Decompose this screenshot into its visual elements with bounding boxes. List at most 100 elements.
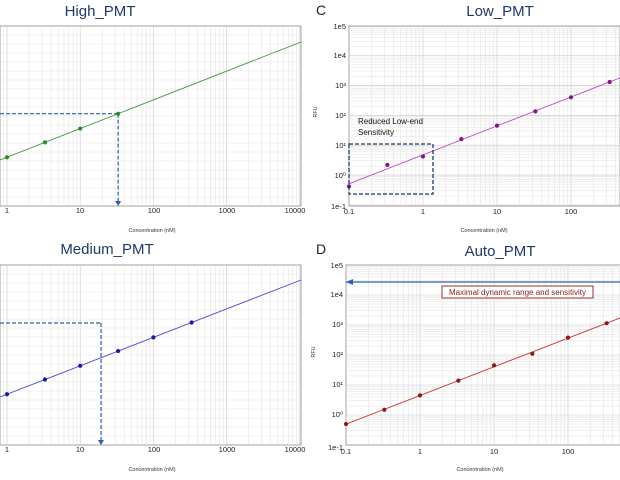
panel-auto-annotation-box [441, 285, 594, 299]
x-tick-label: 10000 [285, 206, 306, 215]
panel-auto-y-ticks: 1e-1 10⁰ 10¹ 10² 10³ 1e4 1e5 [328, 261, 344, 452]
data-point [533, 109, 538, 114]
panel-auto-x-ticks: 0.1 1 10 100 [341, 447, 574, 456]
y-tick-label: 1e5 [333, 22, 346, 31]
y-tick-label: 1e4 [330, 290, 343, 299]
panel-auto-annotation: Maximal dynamic range and sensitivity [449, 288, 586, 297]
data-point [456, 378, 461, 383]
guide-arrow-icon [115, 201, 122, 206]
y-tick-label: 10³ [332, 320, 343, 329]
panel-low-annotation-line2: Sensitivity [358, 128, 394, 137]
panel-low-fit-line [348, 77, 620, 185]
data-point [343, 421, 349, 427]
panel-low-letter: C [316, 2, 326, 18]
panel-low: C Low_PMT Reduced Low-end Sensitivity 1e… [313, 2, 620, 234]
data-point [116, 348, 121, 354]
panel-high-fit-line [0, 41, 302, 161]
guide-arrow-icon [98, 440, 104, 445]
panel-low-points [346, 79, 612, 189]
panel-auto: D Auto_PMT Maximal dynamic range and sen… [311, 241, 620, 473]
panel-low-highlight-box [348, 143, 434, 195]
panel-medium-x-ticks: 1 10 100 1000 10000 [5, 445, 306, 454]
x-tick-label: 1 [418, 447, 422, 456]
panel-low-y-axis-label: RFU [313, 106, 319, 117]
x-tick-label: 10 [490, 447, 498, 456]
panel-low-grid [349, 26, 620, 206]
panel-low-annotation-line1: Reduced Low-end [358, 117, 423, 126]
data-point [4, 392, 10, 397]
data-point [494, 123, 500, 128]
data-point [42, 377, 48, 382]
x-tick-label: 1000 [219, 206, 236, 215]
data-point [382, 407, 387, 412]
panel-medium-grid [0, 265, 301, 445]
y-tick-label: 10¹ [332, 380, 343, 389]
panel-auto-title: Auto_PMT [465, 243, 536, 260]
panel-low-y-ticks: 1e-1 10⁰ 10¹ 10² 10³ 1e4 1e5 [331, 22, 347, 211]
panel-low-plot-area [348, 25, 620, 207]
panel-medium-points [4, 320, 194, 397]
data-point [530, 351, 535, 356]
panel-auto-y-axis-label: RFU [311, 346, 317, 357]
panel-low-title: Low_PMT [466, 3, 534, 20]
data-point [604, 321, 609, 326]
y-tick-label: 1e-1 [331, 202, 346, 211]
panel-low-x-ticks: 0.1 1 10 100 [344, 207, 577, 216]
data-point [568, 95, 574, 100]
panel-auto-range-arrow-icon [346, 279, 353, 285]
panel-low-x-axis-label: Concentration (nM) [460, 228, 507, 234]
x-tick-label: 100 [562, 447, 575, 456]
panel-medium-title: Medium_PMT [60, 241, 153, 258]
data-point [78, 126, 83, 131]
x-tick-label: 10 [76, 445, 84, 454]
x-tick-label: 1 [5, 445, 9, 454]
data-point [417, 393, 423, 398]
data-point [459, 136, 464, 142]
y-tick-label: 10³ [335, 81, 346, 90]
data-point [607, 79, 612, 85]
x-tick-label: 1000 [219, 445, 236, 454]
x-tick-label: 1 [5, 206, 9, 215]
x-tick-label: 1 [421, 207, 425, 216]
panel-auto-points [343, 321, 609, 427]
panel-high-title: High_PMT [65, 3, 136, 20]
panel-high-x-ticks: 1 10 100 1000 10000 [5, 206, 306, 215]
panel-medium-x-axis-label: Concentration (nM) [128, 467, 175, 473]
panel-high-grid [0, 26, 301, 206]
y-tick-label: 10⁰ [335, 171, 346, 180]
data-point [42, 140, 48, 145]
panel-high-points [4, 111, 121, 160]
x-tick-label: 100 [148, 445, 161, 454]
panel-auto-fit-line [345, 317, 620, 425]
y-tick-label: 10⁰ [332, 410, 343, 419]
data-point [4, 155, 10, 160]
x-tick-label: 0.1 [341, 447, 351, 456]
panel-high-x-axis-label: Concentration (nM) [128, 228, 175, 234]
panel-medium-guide-lines [0, 322, 104, 445]
panel-high: High_PMT 1 10 100 1000 10000 Concentrati… [0, 3, 305, 234]
y-tick-label: 10² [332, 350, 343, 359]
data-point [565, 335, 571, 340]
data-point [151, 335, 156, 340]
x-tick-label: 100 [148, 206, 161, 215]
x-tick-label: 10 [76, 206, 84, 215]
y-tick-label: 1e5 [330, 261, 343, 270]
y-tick-label: 1e4 [333, 51, 346, 60]
panel-medium-fit-line [0, 279, 302, 398]
data-point [491, 363, 497, 368]
x-tick-label: 10000 [285, 445, 306, 454]
y-tick-label: 10¹ [335, 141, 346, 150]
panel-high-guide-lines [0, 113, 122, 206]
panel-auto-letter: D [316, 241, 326, 257]
data-point [420, 154, 426, 159]
panel-auto-x-axis-label: Concentration (nM) [456, 467, 503, 473]
x-tick-label: 0.1 [344, 207, 354, 216]
x-tick-label: 100 [565, 207, 578, 216]
x-tick-label: 10 [493, 207, 501, 216]
y-tick-label: 10² [335, 111, 346, 120]
data-point [116, 111, 121, 116]
data-point [78, 363, 83, 368]
data-point [385, 162, 390, 167]
y-tick-label: 1e-1 [328, 443, 343, 452]
